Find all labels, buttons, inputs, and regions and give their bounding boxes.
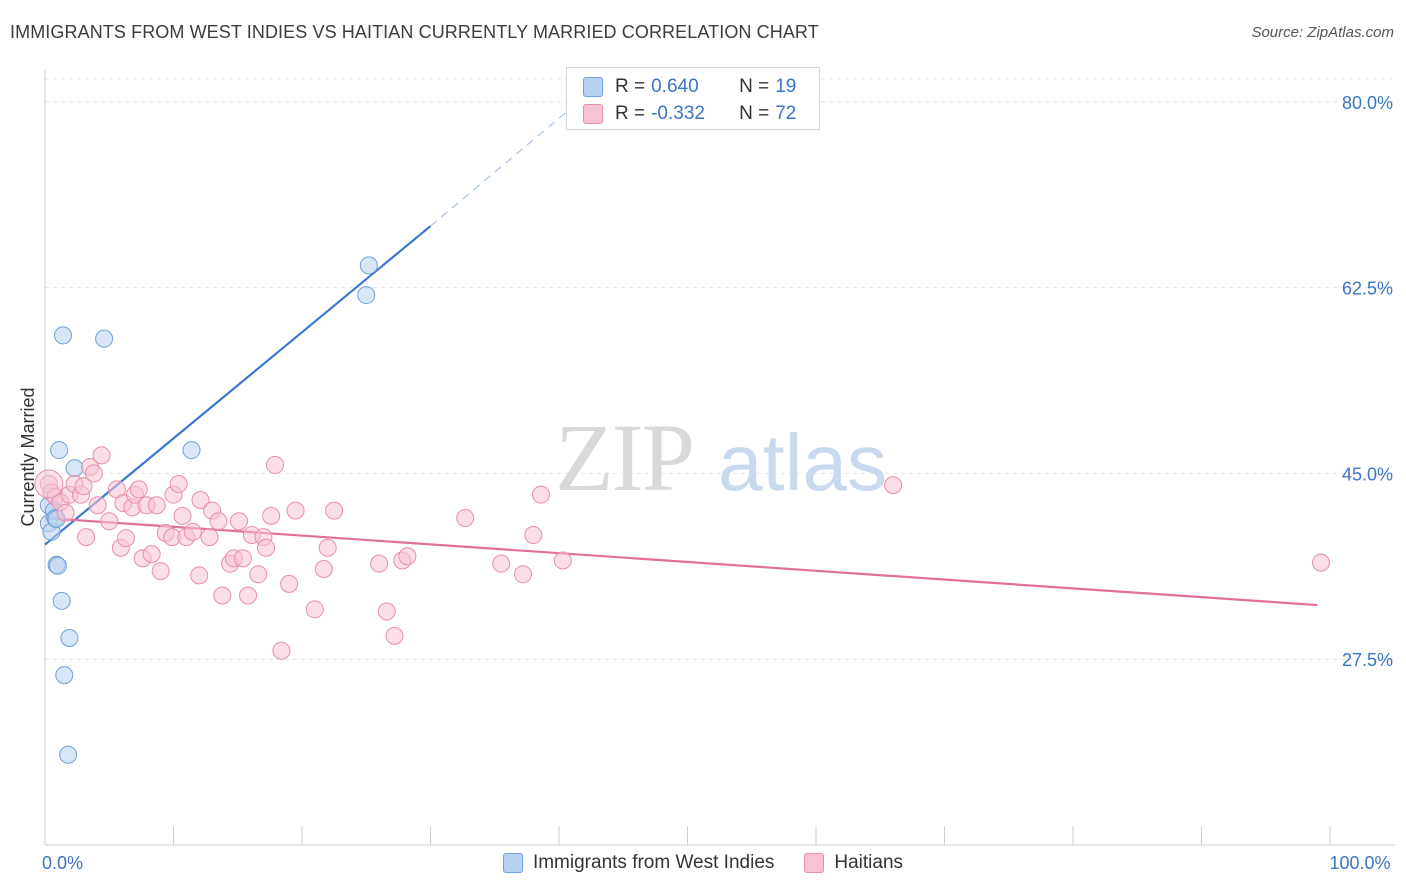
y-tick-label: 27.5% bbox=[1342, 650, 1393, 670]
haitians-point bbox=[492, 554, 511, 573]
haitians-point bbox=[553, 551, 572, 570]
n-value: 72 bbox=[775, 103, 797, 124]
x-tick-label: 0.0% bbox=[42, 853, 83, 873]
haitians-point bbox=[100, 512, 119, 531]
chart-title: IMMIGRANTS FROM WEST INDIES VS HAITIAN C… bbox=[10, 22, 819, 42]
haitians-cluster-point bbox=[34, 469, 64, 499]
haitians-point bbox=[230, 512, 249, 531]
haitians-point bbox=[92, 446, 111, 465]
haitians-point bbox=[213, 586, 232, 605]
west-indies-trend-line bbox=[44, 225, 432, 546]
haitians-point bbox=[56, 503, 75, 522]
haitians-point bbox=[173, 506, 192, 525]
haitians-point bbox=[74, 477, 93, 496]
haitians-point bbox=[325, 501, 344, 520]
haitians-point bbox=[532, 485, 551, 504]
haitians-point bbox=[272, 641, 291, 660]
legend-swatch-pink bbox=[804, 853, 825, 873]
haitians-point bbox=[257, 538, 276, 557]
r-label: R = bbox=[615, 76, 646, 97]
haitians-point bbox=[456, 509, 475, 528]
haitians-point bbox=[190, 566, 209, 585]
y-tick-label: 45.0% bbox=[1342, 464, 1393, 484]
west-indies-point bbox=[357, 286, 376, 305]
haitians-point bbox=[249, 565, 268, 584]
haitians-point bbox=[266, 455, 285, 474]
stats-legend: R = 0.640 N = 19 R = -0.332 N = 72 bbox=[566, 67, 820, 130]
haitians-point bbox=[209, 512, 228, 531]
stats-swatch-blue bbox=[583, 77, 603, 97]
haitians-point bbox=[84, 464, 103, 483]
haitians-point bbox=[169, 475, 188, 494]
haitians-point bbox=[286, 501, 305, 520]
haitians-point bbox=[1312, 553, 1331, 572]
haitians-point bbox=[233, 549, 252, 568]
r-value: 0.640 bbox=[651, 76, 699, 97]
r-value: -0.332 bbox=[651, 103, 705, 124]
watermark-zip: ZIP bbox=[555, 404, 693, 511]
haitians-point bbox=[147, 496, 166, 515]
west-indies-point bbox=[65, 459, 84, 478]
haitians-point bbox=[200, 528, 219, 547]
haitians-point bbox=[239, 586, 258, 605]
y-axis-label: Currently Married bbox=[18, 387, 38, 526]
legend-label: Immigrants from West Indies bbox=[532, 852, 775, 873]
n-label: N = bbox=[739, 76, 770, 97]
n-label: N = bbox=[739, 103, 770, 124]
stats-row-blue: R = 0.640 N = 19 bbox=[583, 76, 796, 98]
haitians-point bbox=[151, 562, 170, 581]
haitians-point bbox=[280, 574, 299, 593]
west-indies-point bbox=[60, 628, 79, 647]
watermark-atlas: atlas bbox=[718, 418, 887, 507]
y-tick-label: 80.0% bbox=[1342, 93, 1393, 113]
haitians-point bbox=[884, 476, 903, 495]
west-indies-point bbox=[50, 441, 69, 460]
west-indies-point bbox=[59, 745, 78, 764]
series-legend: Immigrants from West Indies Haitians bbox=[0, 852, 1406, 874]
haitians-point bbox=[398, 547, 417, 566]
haitians-point bbox=[314, 559, 333, 578]
haitians-point bbox=[88, 496, 107, 515]
haitians-point bbox=[514, 565, 533, 584]
haitians-point bbox=[524, 526, 543, 544]
west-indies-point bbox=[53, 326, 72, 345]
stats-row-pink: R = -0.332 N = 72 bbox=[583, 103, 796, 125]
legend-swatch-blue bbox=[502, 853, 523, 873]
haitians-point bbox=[142, 545, 161, 564]
r-label: R = bbox=[615, 103, 646, 124]
legend-item-west-indies: Immigrants from West Indies bbox=[502, 852, 775, 874]
haitians-point bbox=[129, 480, 148, 499]
legend-label: Haitians bbox=[834, 852, 904, 873]
source-label: Source: ZipAtlas.com bbox=[1251, 24, 1394, 41]
west-indies-point bbox=[55, 666, 74, 685]
haitians-point bbox=[370, 554, 389, 573]
haitians-point bbox=[191, 490, 210, 509]
west-indies-point bbox=[52, 591, 71, 610]
watermark: ZIP atlas bbox=[555, 404, 887, 511]
haitians-point bbox=[116, 529, 135, 548]
haitians-point bbox=[77, 528, 96, 547]
legend-item-haitians: Haitians bbox=[804, 852, 903, 874]
haitians-point bbox=[305, 600, 324, 619]
west-indies-point bbox=[359, 256, 378, 275]
haitians-point bbox=[318, 538, 337, 557]
stats-swatch-pink bbox=[583, 104, 603, 124]
y-tick-label: 62.5% bbox=[1342, 279, 1393, 299]
haitians-point bbox=[262, 506, 281, 525]
n-value: 19 bbox=[775, 76, 797, 97]
west-indies-point bbox=[48, 556, 67, 575]
haitians-point bbox=[377, 602, 396, 621]
west-indies-point bbox=[95, 329, 114, 348]
haitians-point bbox=[183, 522, 202, 541]
haitians-point bbox=[385, 626, 404, 645]
west-indies-point bbox=[182, 441, 201, 460]
x-tick-label: 100.0% bbox=[1329, 853, 1390, 873]
